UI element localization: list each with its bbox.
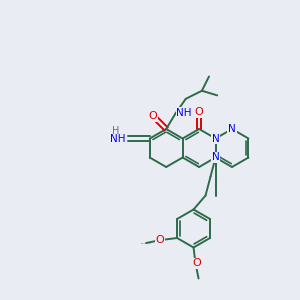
Text: H: H	[112, 125, 119, 136]
Text: O: O	[156, 235, 164, 245]
Text: N: N	[212, 134, 219, 143]
Text: NH: NH	[176, 108, 192, 118]
Text: NH: NH	[110, 134, 126, 143]
Text: N: N	[228, 124, 236, 134]
Text: O: O	[192, 259, 201, 269]
Text: O: O	[195, 107, 203, 117]
Text: O: O	[149, 111, 158, 121]
Text: methoxy: methoxy	[146, 243, 152, 244]
Text: methoxy: methoxy	[141, 243, 147, 244]
Text: N: N	[212, 152, 219, 163]
